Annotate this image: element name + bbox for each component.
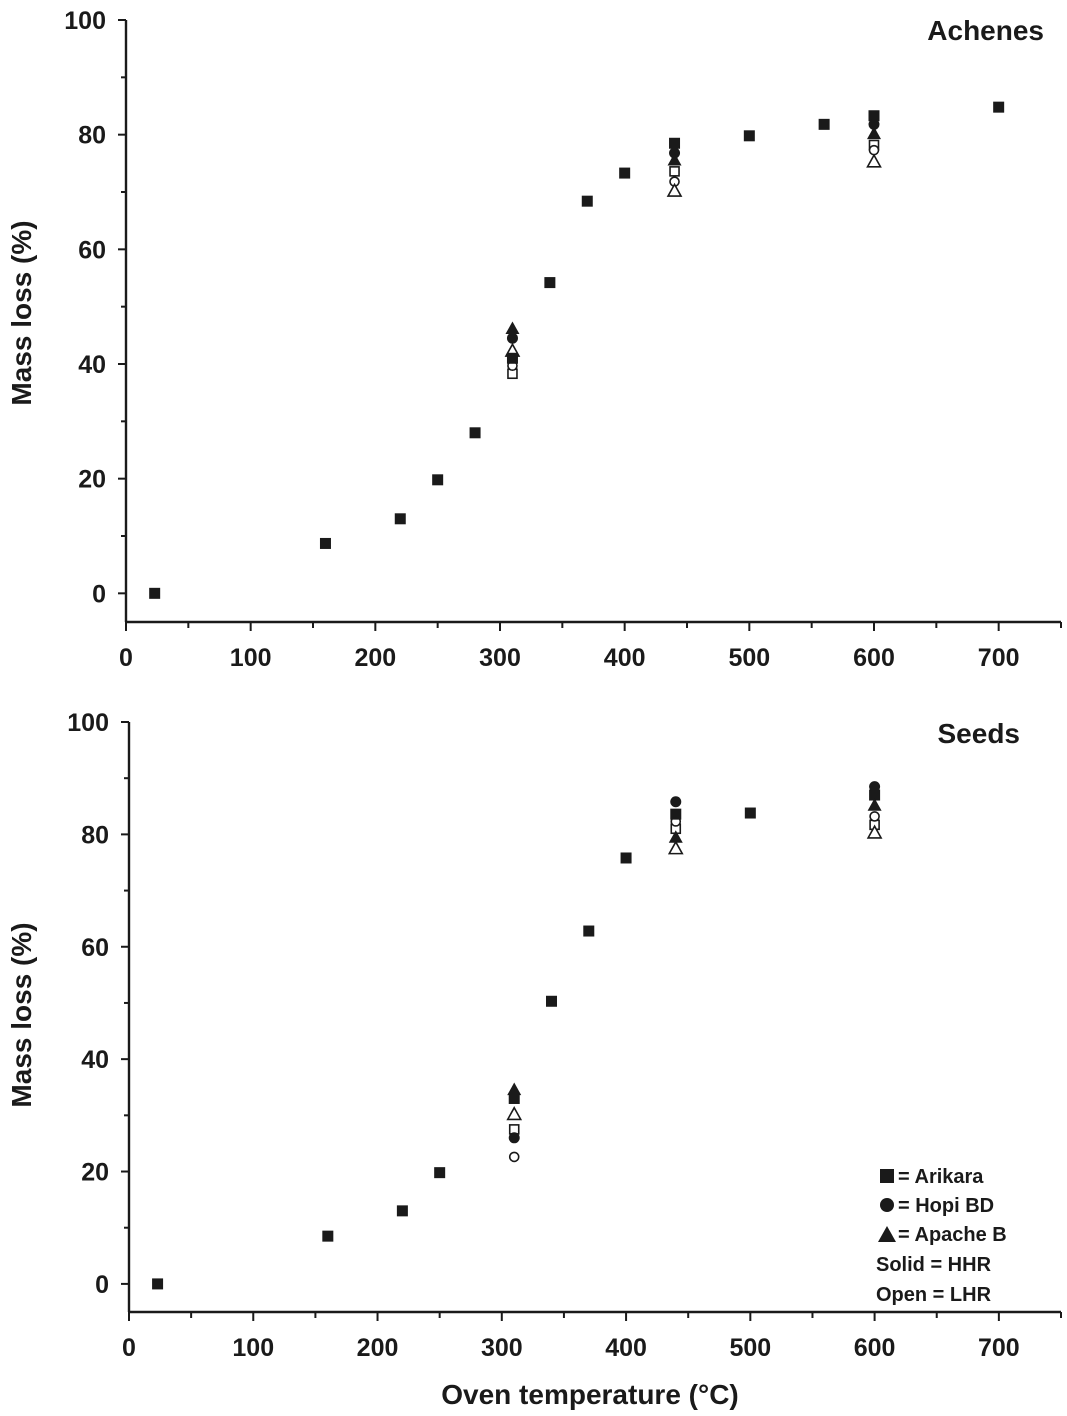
achenes-point-square-solid (818, 118, 830, 130)
legend: = Arikara = Hopi BD = Apache B Solid = H… (876, 1166, 1007, 1306)
legend-open-note: Open = LHR (876, 1284, 992, 1306)
achenes-panel-title: Achenes (927, 15, 1044, 46)
achenes-x-tick-label: 400 (604, 644, 646, 672)
achenes-y-tick-label: 60 (78, 236, 106, 264)
seeds-x-tick-label: 100 (232, 1334, 274, 1362)
achenes-point-triangle-open (666, 182, 683, 197)
achenes-y-axis-title: Mass loss (%) (6, 220, 37, 405)
legend-triangle-marker (878, 1226, 896, 1242)
achenes-data-points (149, 101, 1005, 599)
achenes-x-tick-label: 500 (728, 644, 770, 672)
seeds-point-square-solid (322, 1230, 334, 1242)
achenes-point-circle-solid (868, 118, 880, 130)
seeds-point-square-solid (744, 807, 756, 819)
achenes-point-triangle-solid (867, 126, 881, 140)
achenes-point-triangle-open (866, 153, 882, 168)
seeds-y-tick-label: 60 (81, 934, 109, 962)
achenes-point-square-solid (319, 537, 331, 549)
achenes-axes: 0 20 40 60 80 100 0 100 200 300 400 500 600 700 (64, 7, 1062, 672)
seeds-point-triangle-solid (507, 1082, 522, 1096)
achenes-y-tick-label: 0 (92, 580, 106, 608)
seeds-point-square-solid (396, 1205, 408, 1217)
seeds-x-tick-label: 700 (978, 1334, 1020, 1362)
seeds-data-points (152, 781, 883, 1290)
achenes-point-triangle-solid (505, 321, 520, 335)
achenes-point-square-solid (149, 587, 161, 599)
achenes-point-square-solid (394, 513, 406, 525)
achenes-point-circle-open (868, 144, 880, 156)
achenes-point-triangle-solid (667, 152, 682, 166)
achenes-point-square-solid (993, 101, 1005, 113)
achenes-point-square-solid (432, 474, 444, 486)
achenes-x-tick-label: 600 (853, 644, 895, 672)
seeds-point-triangle-open (667, 840, 684, 855)
achenes-y-tick-label: 20 (78, 466, 106, 494)
achenes-x-tick-label: 300 (479, 644, 521, 672)
seeds-panel-title: Seeds (938, 718, 1021, 749)
seeds-x-tick-label: 500 (729, 1334, 771, 1362)
legend-apache-b: = Apache B (898, 1224, 1007, 1246)
seeds-point-triangle-solid (867, 798, 882, 811)
achenes-x-tick-label: 0 (119, 644, 133, 672)
seeds-y-tick-label: 80 (81, 821, 109, 849)
achenes-point-circle-solid (506, 332, 518, 344)
achenes-y-tick-label: 40 (78, 351, 106, 379)
seeds-x-tick-label: 200 (357, 1334, 399, 1362)
achenes-point-square-solid (619, 167, 631, 179)
seeds-y-tick-label: 20 (81, 1159, 109, 1187)
seeds-x-tick-label: 400 (605, 1334, 647, 1362)
achenes-y-tick-label: 80 (78, 122, 106, 150)
legend-solid-note: Solid = HHR (876, 1254, 992, 1276)
seeds-y-tick-label: 100 (67, 709, 109, 737)
seeds-point-square-solid (546, 995, 558, 1007)
seeds-point-circle-solid (869, 781, 881, 793)
achenes-point-square-solid (669, 137, 681, 149)
seeds-y-tick-label: 0 (95, 1271, 109, 1299)
achenes-x-tick-label: 200 (354, 644, 396, 672)
achenes-x-tick-label: 700 (978, 644, 1020, 672)
achenes-point-square-solid (506, 352, 518, 364)
achenes-point-square-solid (868, 110, 880, 122)
achenes-point-square-open (669, 166, 680, 177)
legend-arikara: = Arikara (898, 1166, 984, 1188)
seeds-point-square-solid (508, 1092, 520, 1104)
seeds-point-square-solid (583, 925, 595, 937)
seeds-x-tick-label: 300 (481, 1334, 523, 1362)
seeds-point-square-solid (670, 808, 682, 820)
seeds-point-triangle-open (866, 824, 883, 839)
seeds-chart: 0 20 40 60 80 100 0 100 200 300 400 500 600 700 Seeds… (6, 709, 1062, 1410)
achenes-point-square-solid (581, 195, 593, 207)
seeds-point-square-solid (869, 789, 881, 801)
achenes-point-square-solid (743, 130, 755, 142)
seeds-point-square-solid (620, 852, 632, 864)
seeds-point-triangle-open (506, 1106, 523, 1121)
seeds-y-axis-title: Mass loss (%) (6, 922, 37, 1107)
seeds-point-circle-open (508, 1151, 520, 1163)
seeds-point-circle-solid (508, 1132, 520, 1144)
seeds-point-square-solid (434, 1167, 446, 1179)
seeds-x-tick-label: 600 (854, 1334, 896, 1362)
seeds-x-tick-label: 0 (122, 1334, 136, 1362)
seeds-point-square-solid (152, 1278, 164, 1290)
seeds-point-circle-open (869, 811, 880, 822)
seeds-point-triangle-solid (668, 830, 683, 843)
seeds-y-tick-label: 40 (81, 1046, 109, 1074)
achenes-point-square-solid (469, 427, 481, 439)
achenes-chart: 0 20 40 60 80 100 0 100 200 300 400 500 600 700 Achen… (6, 7, 1062, 672)
achenes-point-square-solid (544, 277, 556, 289)
seeds-point-circle-solid (670, 796, 682, 808)
achenes-y-tick-label: 100 (64, 7, 106, 35)
seeds-axes: 0 20 40 60 80 100 0 100 200 300 400 500 600 700 (67, 709, 1062, 1362)
legend-hopi-bd: = Hopi BD (898, 1195, 994, 1217)
legend-square-marker (880, 1169, 894, 1183)
achenes-x-tick-label: 100 (230, 644, 272, 672)
x-axis-title: Oven temperature (°C) (441, 1379, 739, 1410)
legend-circle-marker (880, 1198, 894, 1212)
